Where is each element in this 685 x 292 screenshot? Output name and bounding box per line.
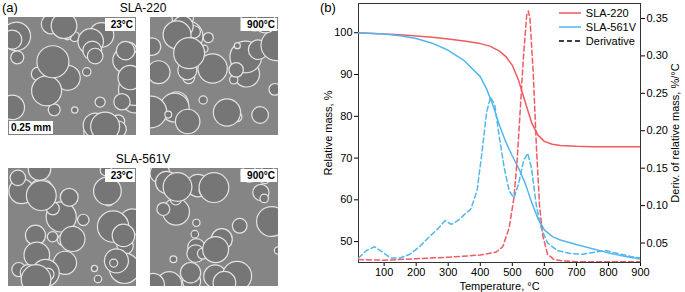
svg-text:400: 400 bbox=[471, 266, 489, 278]
svg-text:23°C: 23°C bbox=[111, 19, 133, 30]
svg-text:100: 100 bbox=[375, 266, 393, 278]
svg-text:0.15: 0.15 bbox=[647, 162, 668, 174]
svg-text:0.25 mm: 0.25 mm bbox=[11, 122, 51, 133]
svg-text:0.35: 0.35 bbox=[647, 12, 668, 24]
svg-text:50: 50 bbox=[340, 235, 352, 247]
svg-text:200: 200 bbox=[407, 266, 425, 278]
svg-text:Relative mass, %: Relative mass, % bbox=[322, 90, 334, 175]
svg-text:80: 80 bbox=[340, 110, 352, 122]
svg-text:0.20: 0.20 bbox=[647, 124, 668, 136]
svg-text:0.25: 0.25 bbox=[647, 87, 668, 99]
html-text:SLA-561V: SLA-561V bbox=[585, 21, 636, 33]
svg-text:60: 60 bbox=[340, 193, 352, 205]
svg-text:Temperature, °C: Temperature, °C bbox=[459, 280, 539, 292]
svg-text:900°C: 900°C bbox=[247, 170, 275, 181]
svg-text:SLA-220: SLA-220 bbox=[120, 1, 167, 15]
svg-text:700: 700 bbox=[567, 266, 585, 278]
html-text:SLA-220: SLA-220 bbox=[585, 7, 629, 19]
svg-text:500: 500 bbox=[503, 266, 521, 278]
svg-text:90: 90 bbox=[340, 68, 352, 80]
svg-text:600: 600 bbox=[535, 266, 553, 278]
svg-text:0.30: 0.30 bbox=[647, 49, 668, 61]
svg-text:800: 800 bbox=[599, 266, 617, 278]
svg-text:SLA-561V: SLA-561V bbox=[116, 152, 171, 166]
svg-text:(a): (a) bbox=[2, 0, 18, 15]
svg-text:100: 100 bbox=[334, 26, 352, 38]
svg-text:0.10: 0.10 bbox=[647, 199, 668, 211]
svg-text:300: 300 bbox=[439, 266, 457, 278]
svg-text:70: 70 bbox=[340, 152, 352, 164]
html-text:Derivative: Derivative bbox=[585, 35, 635, 47]
svg-text:900°C: 900°C bbox=[247, 19, 275, 30]
svg-text:900: 900 bbox=[631, 266, 649, 278]
svg-text:23°C: 23°C bbox=[111, 170, 133, 181]
svg-text:Deriv. of relative mass, %/°C: Deriv. of relative mass, %/°C bbox=[669, 63, 681, 202]
html-text:(b): (b) bbox=[320, 0, 336, 15]
svg-text:0.05: 0.05 bbox=[647, 237, 668, 249]
